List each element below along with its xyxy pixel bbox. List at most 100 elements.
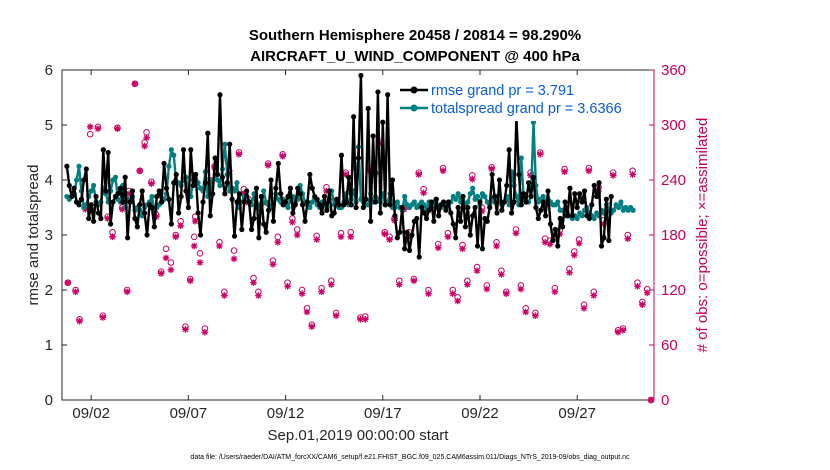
rmse-point bbox=[251, 215, 257, 222]
x-tick-label: 09/07 bbox=[170, 405, 208, 422]
spread-point bbox=[579, 213, 585, 219]
obs-assimilated-point bbox=[600, 220, 607, 228]
rmse-point bbox=[382, 202, 388, 208]
rmse-point bbox=[159, 199, 165, 205]
rmse-point bbox=[363, 196, 369, 202]
rmse-point bbox=[166, 196, 172, 202]
rmse-point bbox=[185, 204, 191, 211]
rmse-point bbox=[353, 204, 359, 211]
rmse-series bbox=[64, 72, 614, 260]
obs-assimilated-point bbox=[541, 239, 549, 246]
rmse-point bbox=[569, 213, 575, 219]
obs-assimilated-point bbox=[191, 217, 199, 225]
rmse-point bbox=[523, 199, 529, 205]
rmse-point bbox=[105, 149, 111, 156]
rmse-point bbox=[416, 254, 422, 260]
rmse-point bbox=[377, 210, 383, 216]
obs-assimilated-point bbox=[167, 266, 175, 274]
rmse-point bbox=[273, 185, 279, 191]
obs-assimilated-point bbox=[512, 229, 520, 237]
rmse-point bbox=[78, 196, 85, 202]
rmse-point bbox=[212, 155, 218, 161]
obs-assimilated-point bbox=[99, 314, 107, 321]
rmse-point bbox=[603, 196, 609, 202]
obs-assimilated-point bbox=[323, 187, 330, 195]
rmse-point bbox=[428, 199, 434, 205]
y-axis-label: rmse and totalspread bbox=[25, 165, 42, 306]
obs-assimilated-point bbox=[420, 189, 427, 197]
obs-assimilated-point bbox=[532, 312, 539, 319]
obs-assimilated-point bbox=[327, 281, 335, 288]
rmse-point bbox=[365, 105, 371, 112]
rmse-point bbox=[304, 199, 311, 205]
y-tick-label: 1 bbox=[45, 337, 53, 354]
rmse-point bbox=[431, 218, 437, 224]
rmse-point bbox=[426, 207, 432, 213]
obs-assimilated-point bbox=[439, 167, 447, 175]
rmse-point bbox=[246, 199, 252, 205]
rmse-point bbox=[117, 185, 123, 191]
spread-point bbox=[171, 152, 177, 158]
obs-assimilated-point bbox=[255, 292, 262, 299]
obs-assimilated-point bbox=[125, 190, 133, 198]
spread-point bbox=[166, 163, 172, 169]
obs-assimilated-point bbox=[136, 167, 144, 175]
rmse-point bbox=[336, 202, 342, 208]
obs-assimilated-point bbox=[396, 281, 403, 288]
obs-assimilated-point bbox=[575, 239, 583, 247]
x-tick-label: 09/27 bbox=[558, 405, 596, 422]
legend-spread-marker bbox=[410, 104, 418, 112]
rmse-point bbox=[545, 188, 551, 194]
spread-point bbox=[470, 185, 476, 191]
spread-point bbox=[394, 199, 400, 205]
obs-assimilated-point bbox=[551, 288, 559, 296]
rmse-point bbox=[406, 247, 413, 253]
rmse-point bbox=[589, 202, 595, 208]
obs-assimilated-point bbox=[240, 190, 248, 198]
obs-assimilated-point bbox=[405, 233, 413, 241]
rmse-point bbox=[110, 199, 116, 205]
obs-assimilated-point bbox=[196, 259, 204, 266]
rmse-point bbox=[234, 199, 240, 205]
rmse-point bbox=[591, 182, 597, 189]
rmse-point bbox=[69, 193, 75, 200]
rmse-point bbox=[474, 243, 481, 249]
obs-assimilated-point bbox=[546, 240, 554, 248]
rmse-point bbox=[222, 191, 228, 197]
legend-rmse-marker bbox=[410, 86, 418, 94]
spread-point bbox=[591, 215, 597, 222]
spread-point bbox=[217, 182, 223, 189]
rmse-point bbox=[467, 232, 473, 238]
y-tick-label: 6 bbox=[45, 62, 53, 79]
rmse-point bbox=[120, 199, 126, 205]
obs-assimilated-point bbox=[104, 215, 111, 222]
spread-point bbox=[453, 196, 459, 202]
obs-assimilated-point bbox=[643, 289, 651, 297]
obs-possible-point bbox=[167, 259, 175, 266]
rmse-point bbox=[270, 218, 277, 224]
obs-assimilated-point bbox=[76, 317, 83, 325]
rmse-point bbox=[579, 199, 585, 205]
x-tick-label: 09/12 bbox=[267, 405, 305, 422]
x-tick-label: 09/17 bbox=[364, 405, 402, 422]
spread-point bbox=[261, 188, 267, 194]
obs-assimilated-point bbox=[143, 134, 150, 142]
rmse-point bbox=[321, 193, 328, 200]
rmse-point bbox=[421, 210, 427, 216]
rmse-point bbox=[261, 221, 267, 227]
obs-assimilated-point bbox=[123, 288, 131, 296]
y-tick-label: 4 bbox=[45, 172, 53, 189]
rmse-point bbox=[265, 207, 272, 213]
rmse-point bbox=[202, 180, 208, 186]
rmse-point bbox=[484, 218, 490, 224]
rmse-point bbox=[302, 218, 308, 224]
rmse-point bbox=[511, 199, 517, 205]
spread-point bbox=[455, 191, 461, 197]
rmse-point bbox=[127, 199, 133, 205]
rmse-point bbox=[402, 246, 408, 252]
obs-assimilated-point bbox=[647, 396, 655, 404]
obs-assimilated-point bbox=[454, 297, 461, 305]
rmse-point bbox=[479, 246, 486, 252]
y2-tick-label: 240 bbox=[661, 172, 686, 189]
